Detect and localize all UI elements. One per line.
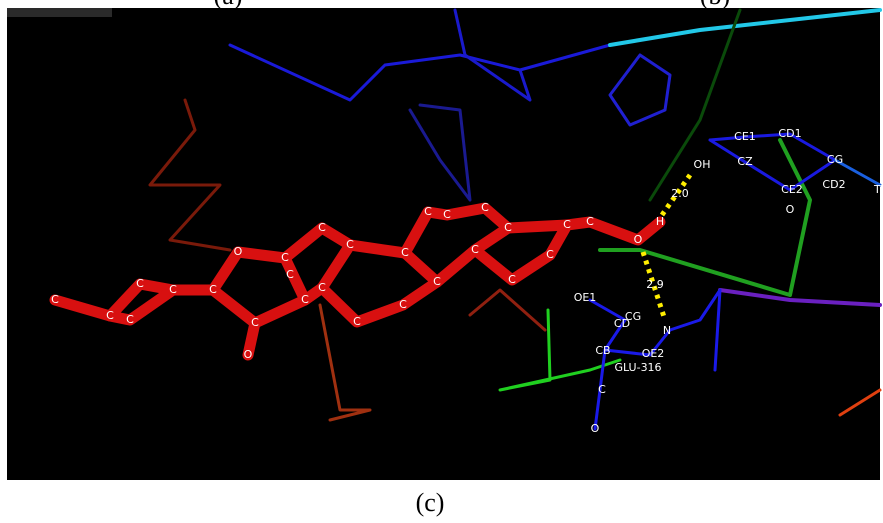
atom-label: OE2 [642, 347, 665, 360]
figure: (a) (b) CCCCCCOCOCCCCCCCCCCCCCCCCCCCO [0, 0, 883, 519]
caption: (c) [416, 488, 445, 517]
atom-label: N [663, 324, 671, 337]
atom-label: C [106, 309, 114, 322]
atom-label: CB [595, 344, 610, 357]
atom-label: C [51, 293, 59, 306]
atom-label: C [424, 205, 432, 218]
atom-label: C [286, 268, 294, 281]
atom-label: OE1 [574, 291, 597, 304]
atom-label: C [504, 221, 512, 234]
atom-label: C [318, 281, 326, 294]
atom-label: CG [827, 153, 843, 166]
atom-label: C [401, 246, 409, 259]
atom-label: C [346, 238, 354, 251]
atom-label: C [209, 283, 217, 296]
atom-label: C [598, 383, 606, 396]
atom-label: CD1 [778, 127, 801, 140]
atom-label: H [656, 215, 664, 228]
atom-label: O [244, 348, 253, 361]
atom-label: C [508, 273, 516, 286]
atom-label: CE1 [734, 130, 756, 143]
atom-label: CZ [737, 155, 753, 168]
distance-label: 2.0 [671, 187, 689, 200]
atom-label: O [786, 203, 795, 216]
residue-label: GLU-316 [614, 361, 661, 374]
viewport [7, 8, 880, 480]
toolbar [7, 8, 112, 17]
atom-label: O [591, 422, 600, 435]
atom-label: C [251, 316, 259, 329]
atom-label: CD2 [822, 178, 845, 191]
atom-label: C [546, 248, 554, 261]
atom-label: C [169, 283, 177, 296]
atom-label: C [481, 201, 489, 214]
atom-label: C [586, 215, 594, 228]
atom-label: O [634, 233, 643, 246]
atom-label: C [471, 243, 479, 256]
atom-label: CE2 [781, 183, 803, 196]
atom-label: C [399, 298, 407, 311]
atom-label: C [563, 218, 571, 231]
atom-label: CD [614, 317, 630, 330]
atom-label: C [443, 208, 451, 221]
atom-label: O [234, 245, 243, 258]
atom-label: C [301, 293, 309, 306]
atom-label: OH [694, 158, 711, 171]
atom-label: C [353, 315, 361, 328]
atom-label: C [318, 221, 326, 234]
atom-label: C [433, 275, 441, 288]
atom-label: C [281, 251, 289, 264]
atom-label: C [136, 277, 144, 290]
residue-label: TYR-3 [873, 183, 883, 196]
distance-label: 2.9 [646, 278, 664, 291]
atom-label: C [126, 313, 134, 326]
